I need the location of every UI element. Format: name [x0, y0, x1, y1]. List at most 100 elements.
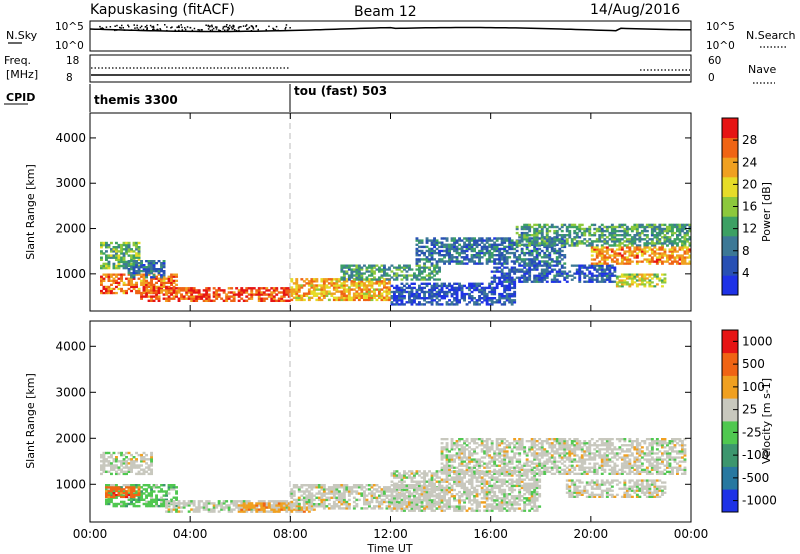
data-cell — [107, 291, 111, 295]
data-cell — [230, 502, 234, 505]
data-cell — [320, 503, 324, 506]
data-cell — [335, 286, 339, 289]
data-cell — [630, 275, 634, 278]
data-cell — [545, 274, 549, 277]
data-cell — [137, 453, 141, 457]
data-cell — [575, 270, 579, 273]
data-cell — [167, 502, 171, 506]
data-cell — [167, 500, 171, 503]
data-cell — [172, 287, 176, 290]
data-cell — [643, 227, 647, 231]
noise-dot — [159, 28, 161, 30]
data-cell — [498, 299, 502, 302]
data-cell — [137, 466, 141, 469]
data-cell — [681, 236, 684, 239]
data-cell — [300, 498, 304, 502]
freq-left-label-2: [MHz] — [6, 68, 38, 81]
data-cell — [550, 239, 554, 242]
noise-dot — [181, 29, 184, 31]
data-cell — [463, 493, 466, 496]
data-cell — [132, 466, 136, 469]
data-cell — [643, 225, 647, 229]
data-cell — [520, 260, 524, 263]
data-cell — [683, 231, 687, 235]
data-cell — [132, 274, 136, 277]
data-cell — [312, 484, 316, 487]
data-cell — [145, 272, 148, 275]
data-cell — [610, 264, 614, 267]
data-cell — [380, 500, 384, 504]
data-cell — [418, 474, 421, 477]
power-colorbar-tick-label: 28 — [742, 133, 757, 147]
data-cell — [623, 262, 627, 265]
data-cell — [145, 462, 148, 465]
data-cell — [200, 500, 204, 503]
data-cell — [453, 476, 456, 479]
data-cell — [628, 260, 632, 263]
data-cell — [150, 458, 153, 461]
data-cell — [545, 268, 549, 271]
data-cell — [352, 274, 356, 277]
data-cell — [420, 251, 424, 255]
data-cell — [182, 287, 186, 290]
data-cell — [525, 262, 529, 265]
data-cell — [398, 493, 401, 496]
data-cell — [155, 498, 158, 501]
data-cell — [130, 285, 133, 289]
data-cell — [165, 506, 168, 509]
data-cell — [347, 264, 351, 267]
data-cell — [595, 250, 599, 253]
data-cell — [357, 288, 361, 291]
data-cell — [405, 495, 409, 498]
data-cell — [408, 474, 411, 477]
data-cell — [152, 295, 156, 298]
data-cell — [633, 256, 637, 259]
data-cell — [117, 490, 121, 493]
data-cell — [438, 249, 441, 253]
data-cell — [150, 295, 153, 298]
data-cell — [320, 494, 324, 497]
data-cell — [310, 282, 314, 285]
data-cell — [473, 262, 476, 265]
data-cell — [435, 241, 439, 244]
data-cell — [285, 506, 289, 509]
data-cell — [610, 236, 614, 239]
data-cell — [305, 488, 309, 491]
data-cell — [450, 245, 454, 249]
data-cell — [370, 290, 374, 293]
data-cell — [272, 299, 276, 302]
data-cell — [473, 297, 476, 300]
data-cell — [295, 292, 299, 295]
data-cell — [120, 451, 123, 455]
data-cell — [598, 225, 602, 229]
data-cell — [403, 476, 406, 479]
data-cell — [433, 239, 436, 242]
data-cell — [105, 264, 108, 268]
data-cell — [297, 490, 301, 493]
data-cell — [220, 289, 224, 292]
data-cell — [473, 495, 476, 498]
data-cell — [448, 501, 451, 504]
data-cell — [455, 303, 459, 306]
data-cell — [115, 488, 118, 491]
data-cell — [165, 285, 168, 289]
data-cell — [683, 250, 687, 253]
data-cell — [390, 509, 394, 512]
data-cell — [350, 486, 354, 489]
data-cell — [515, 231, 519, 235]
data-cell — [633, 225, 637, 229]
data-cell — [440, 241, 444, 244]
data-cell — [458, 251, 461, 255]
data-cell — [428, 295, 431, 298]
data-cell — [130, 492, 133, 495]
data-cell — [280, 508, 284, 511]
data-cell — [683, 258, 687, 261]
data-cell — [563, 245, 567, 249]
data-cell — [661, 260, 664, 263]
data-cell — [305, 494, 309, 497]
data-cell — [553, 229, 557, 233]
noise-dot — [101, 27, 103, 29]
data-cell — [493, 297, 497, 300]
data-cell — [147, 283, 151, 286]
data-cell — [332, 484, 336, 487]
